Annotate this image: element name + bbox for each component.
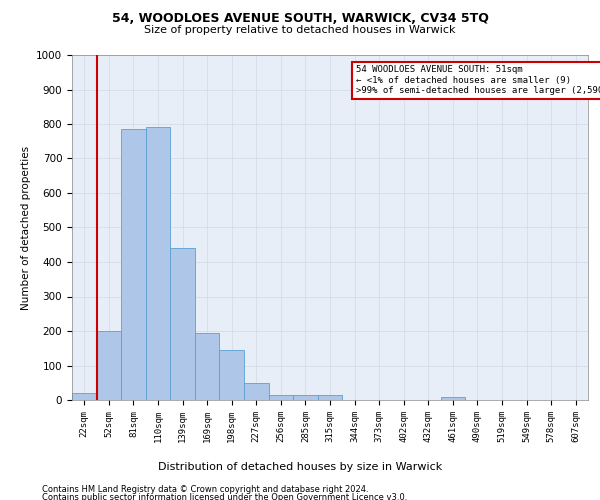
- Bar: [318, 395, 342, 400]
- Bar: [244, 383, 269, 400]
- Bar: [195, 332, 220, 400]
- Y-axis label: Number of detached properties: Number of detached properties: [20, 146, 31, 310]
- Bar: [146, 128, 170, 400]
- Bar: [440, 396, 465, 400]
- Text: Size of property relative to detached houses in Warwick: Size of property relative to detached ho…: [144, 25, 456, 35]
- Text: Contains public sector information licensed under the Open Government Licence v3: Contains public sector information licen…: [42, 492, 407, 500]
- Bar: [293, 395, 318, 400]
- Text: Contains HM Land Registry data © Crown copyright and database right 2024.: Contains HM Land Registry data © Crown c…: [42, 485, 368, 494]
- Text: 54, WOODLOES AVENUE SOUTH, WARWICK, CV34 5TQ: 54, WOODLOES AVENUE SOUTH, WARWICK, CV34…: [112, 12, 488, 26]
- Bar: [121, 129, 146, 400]
- Bar: [269, 395, 293, 400]
- Bar: [97, 331, 121, 400]
- Bar: [170, 248, 195, 400]
- Text: 54 WOODLOES AVENUE SOUTH: 51sqm
← <1% of detached houses are smaller (9)
>99% of: 54 WOODLOES AVENUE SOUTH: 51sqm ← <1% of…: [356, 66, 600, 95]
- Bar: [72, 393, 97, 400]
- Text: Distribution of detached houses by size in Warwick: Distribution of detached houses by size …: [158, 462, 442, 472]
- Bar: [220, 350, 244, 400]
